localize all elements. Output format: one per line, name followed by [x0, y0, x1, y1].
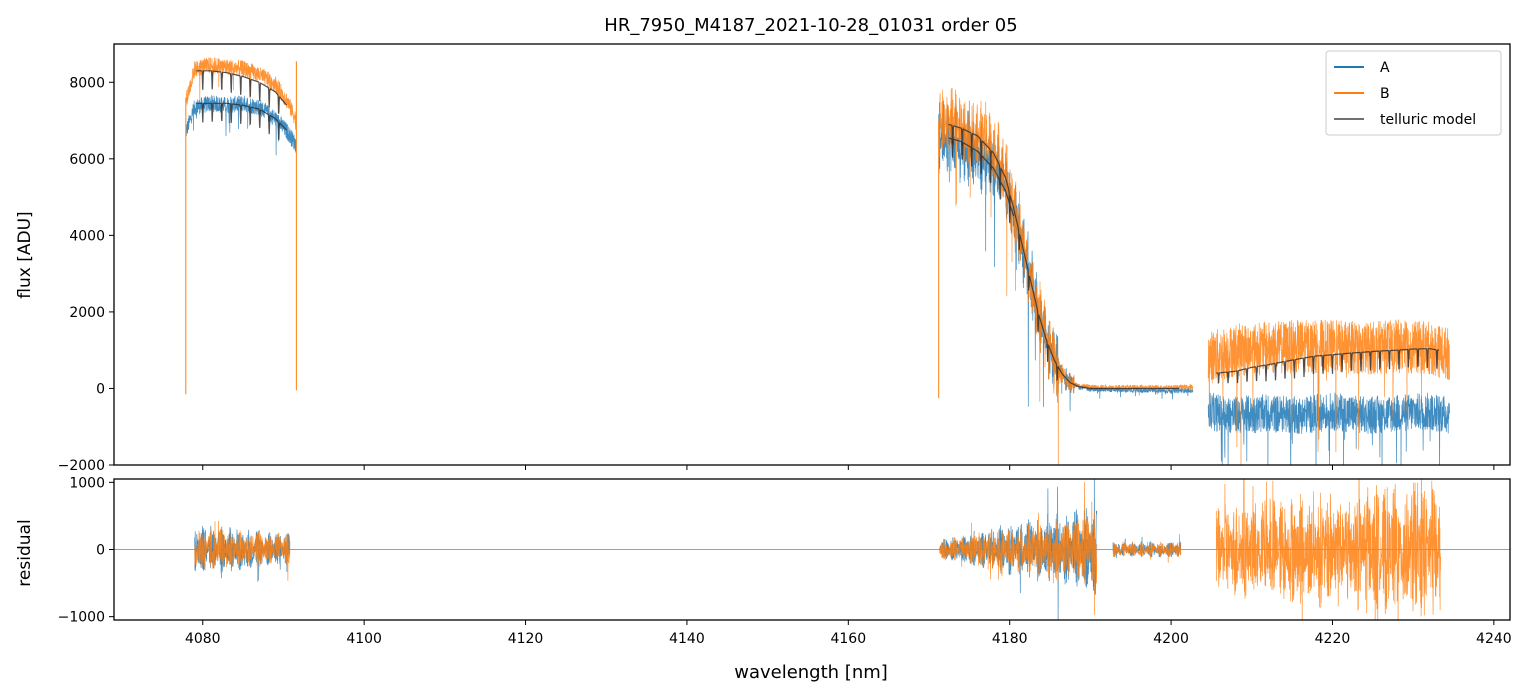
series-a-line [1207, 392, 1450, 465]
top-axes-frame [113, 43, 1511, 466]
legend-frame [1325, 50, 1502, 136]
series-b-line [938, 87, 1194, 465]
y-tick-label: 6000 [69, 152, 105, 168]
telluric-model-line [948, 123, 1180, 390]
top-panel: −2000 0 2000 4000 6000 8000 flux [ADU] A B te… [15, 43, 1511, 474]
residual-b-line [1215, 479, 1441, 620]
top-y-axis: −2000 0 2000 4000 6000 8000 [58, 75, 114, 474]
x-tick-label: 4120 [508, 631, 544, 647]
x-tick-label: 4080 [185, 631, 221, 647]
legend-label-b: B [1380, 86, 1390, 102]
y-tick-label: 0 [96, 543, 105, 559]
legend-label-model: telluric model [1380, 112, 1476, 128]
bottom-x-axis: 4080 4100 4120 4140 4160 4180 4200 4220 4240 [185, 620, 1512, 647]
y-tick-label: 0 [96, 381, 105, 397]
bottom-y-axis-label: residual [15, 519, 35, 586]
bottom-y-axis: −1000 0 1000 [58, 475, 114, 626]
x-tick-label: 4160 [830, 631, 866, 647]
telluric-model-line [196, 102, 288, 140]
series-b-line [185, 57, 297, 130]
top-y-axis-label: flux [ADU] [15, 211, 35, 298]
y-tick-label: 2000 [69, 305, 105, 321]
x-tick-label: 4180 [992, 631, 1028, 647]
x-tick-label: 4240 [1476, 631, 1512, 647]
legend: A B telluric model [1325, 50, 1502, 136]
telluric-model-line [196, 70, 288, 114]
x-tick-label: 4200 [1153, 631, 1189, 647]
telluric-model-line [1216, 348, 1440, 385]
y-tick-label: −2000 [58, 458, 105, 474]
x-tick-label: 4140 [669, 631, 705, 647]
residual-b-line [939, 481, 1098, 616]
top-plot-area [185, 57, 1450, 465]
telluric-model-line [948, 137, 1015, 223]
y-tick-label: 4000 [69, 228, 105, 244]
residual-b-line [194, 520, 291, 582]
series-b-line [1207, 319, 1450, 465]
top-x-axis [202, 465, 1495, 470]
y-tick-label: 1000 [69, 475, 105, 491]
x-tick-label: 4100 [346, 631, 382, 647]
residual-b-line [1112, 533, 1182, 563]
y-tick-label: −1000 [58, 610, 105, 626]
y-tick-label: 8000 [69, 75, 105, 91]
chart-title: HR_7950_M4187_2021-10-28_01031 order 05 [604, 15, 1017, 36]
legend-label-a: A [1380, 60, 1390, 76]
x-axis-label: wavelength [nm] [734, 662, 888, 683]
x-tick-label: 4220 [1315, 631, 1351, 647]
bottom-plot-area [114, 479, 1510, 620]
